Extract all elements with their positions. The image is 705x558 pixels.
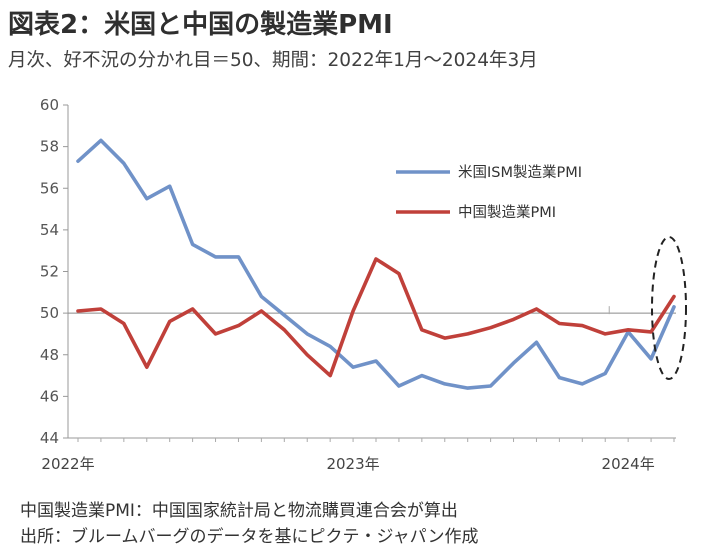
x-tick-label: 2023年 xyxy=(326,455,379,473)
y-tick-label: 44 xyxy=(40,429,59,447)
y-tick-label: 60 xyxy=(40,96,59,114)
y-tick-label: 58 xyxy=(40,138,59,156)
y-tick-label: 56 xyxy=(40,179,59,197)
highlight-ellipse xyxy=(651,236,687,380)
y-tick-label: 50 xyxy=(40,304,59,322)
source-note-2: 出所：ブルームバーグのデータを基にピクテ・ジャパン作成 xyxy=(20,527,479,547)
x-tick-label: 2024年 xyxy=(602,455,655,473)
chart-title: 図表2：米国と中国の製造業PMI xyxy=(8,10,393,40)
y-tick-label: 48 xyxy=(40,346,59,364)
y-tick-label: 54 xyxy=(40,221,59,239)
source-note-1: 中国製造業PMI：中国国家統計局と物流購買連合会が算出 xyxy=(20,501,458,521)
series-line-us-ism xyxy=(76,138,676,390)
series-line-china xyxy=(76,257,676,378)
y-tick-label: 46 xyxy=(40,387,59,405)
x-tick-label: 2022年 xyxy=(41,455,94,473)
chart-subtitle: 月次、好不況の分かれ目＝50、期間：2022年1月～2024年3月 xyxy=(8,50,538,71)
legend-label-china: 中国製造業PMI xyxy=(458,204,556,221)
y-tick-label: 52 xyxy=(40,263,59,281)
legend-label-us: 米国ISM製造業PMI xyxy=(458,164,582,181)
